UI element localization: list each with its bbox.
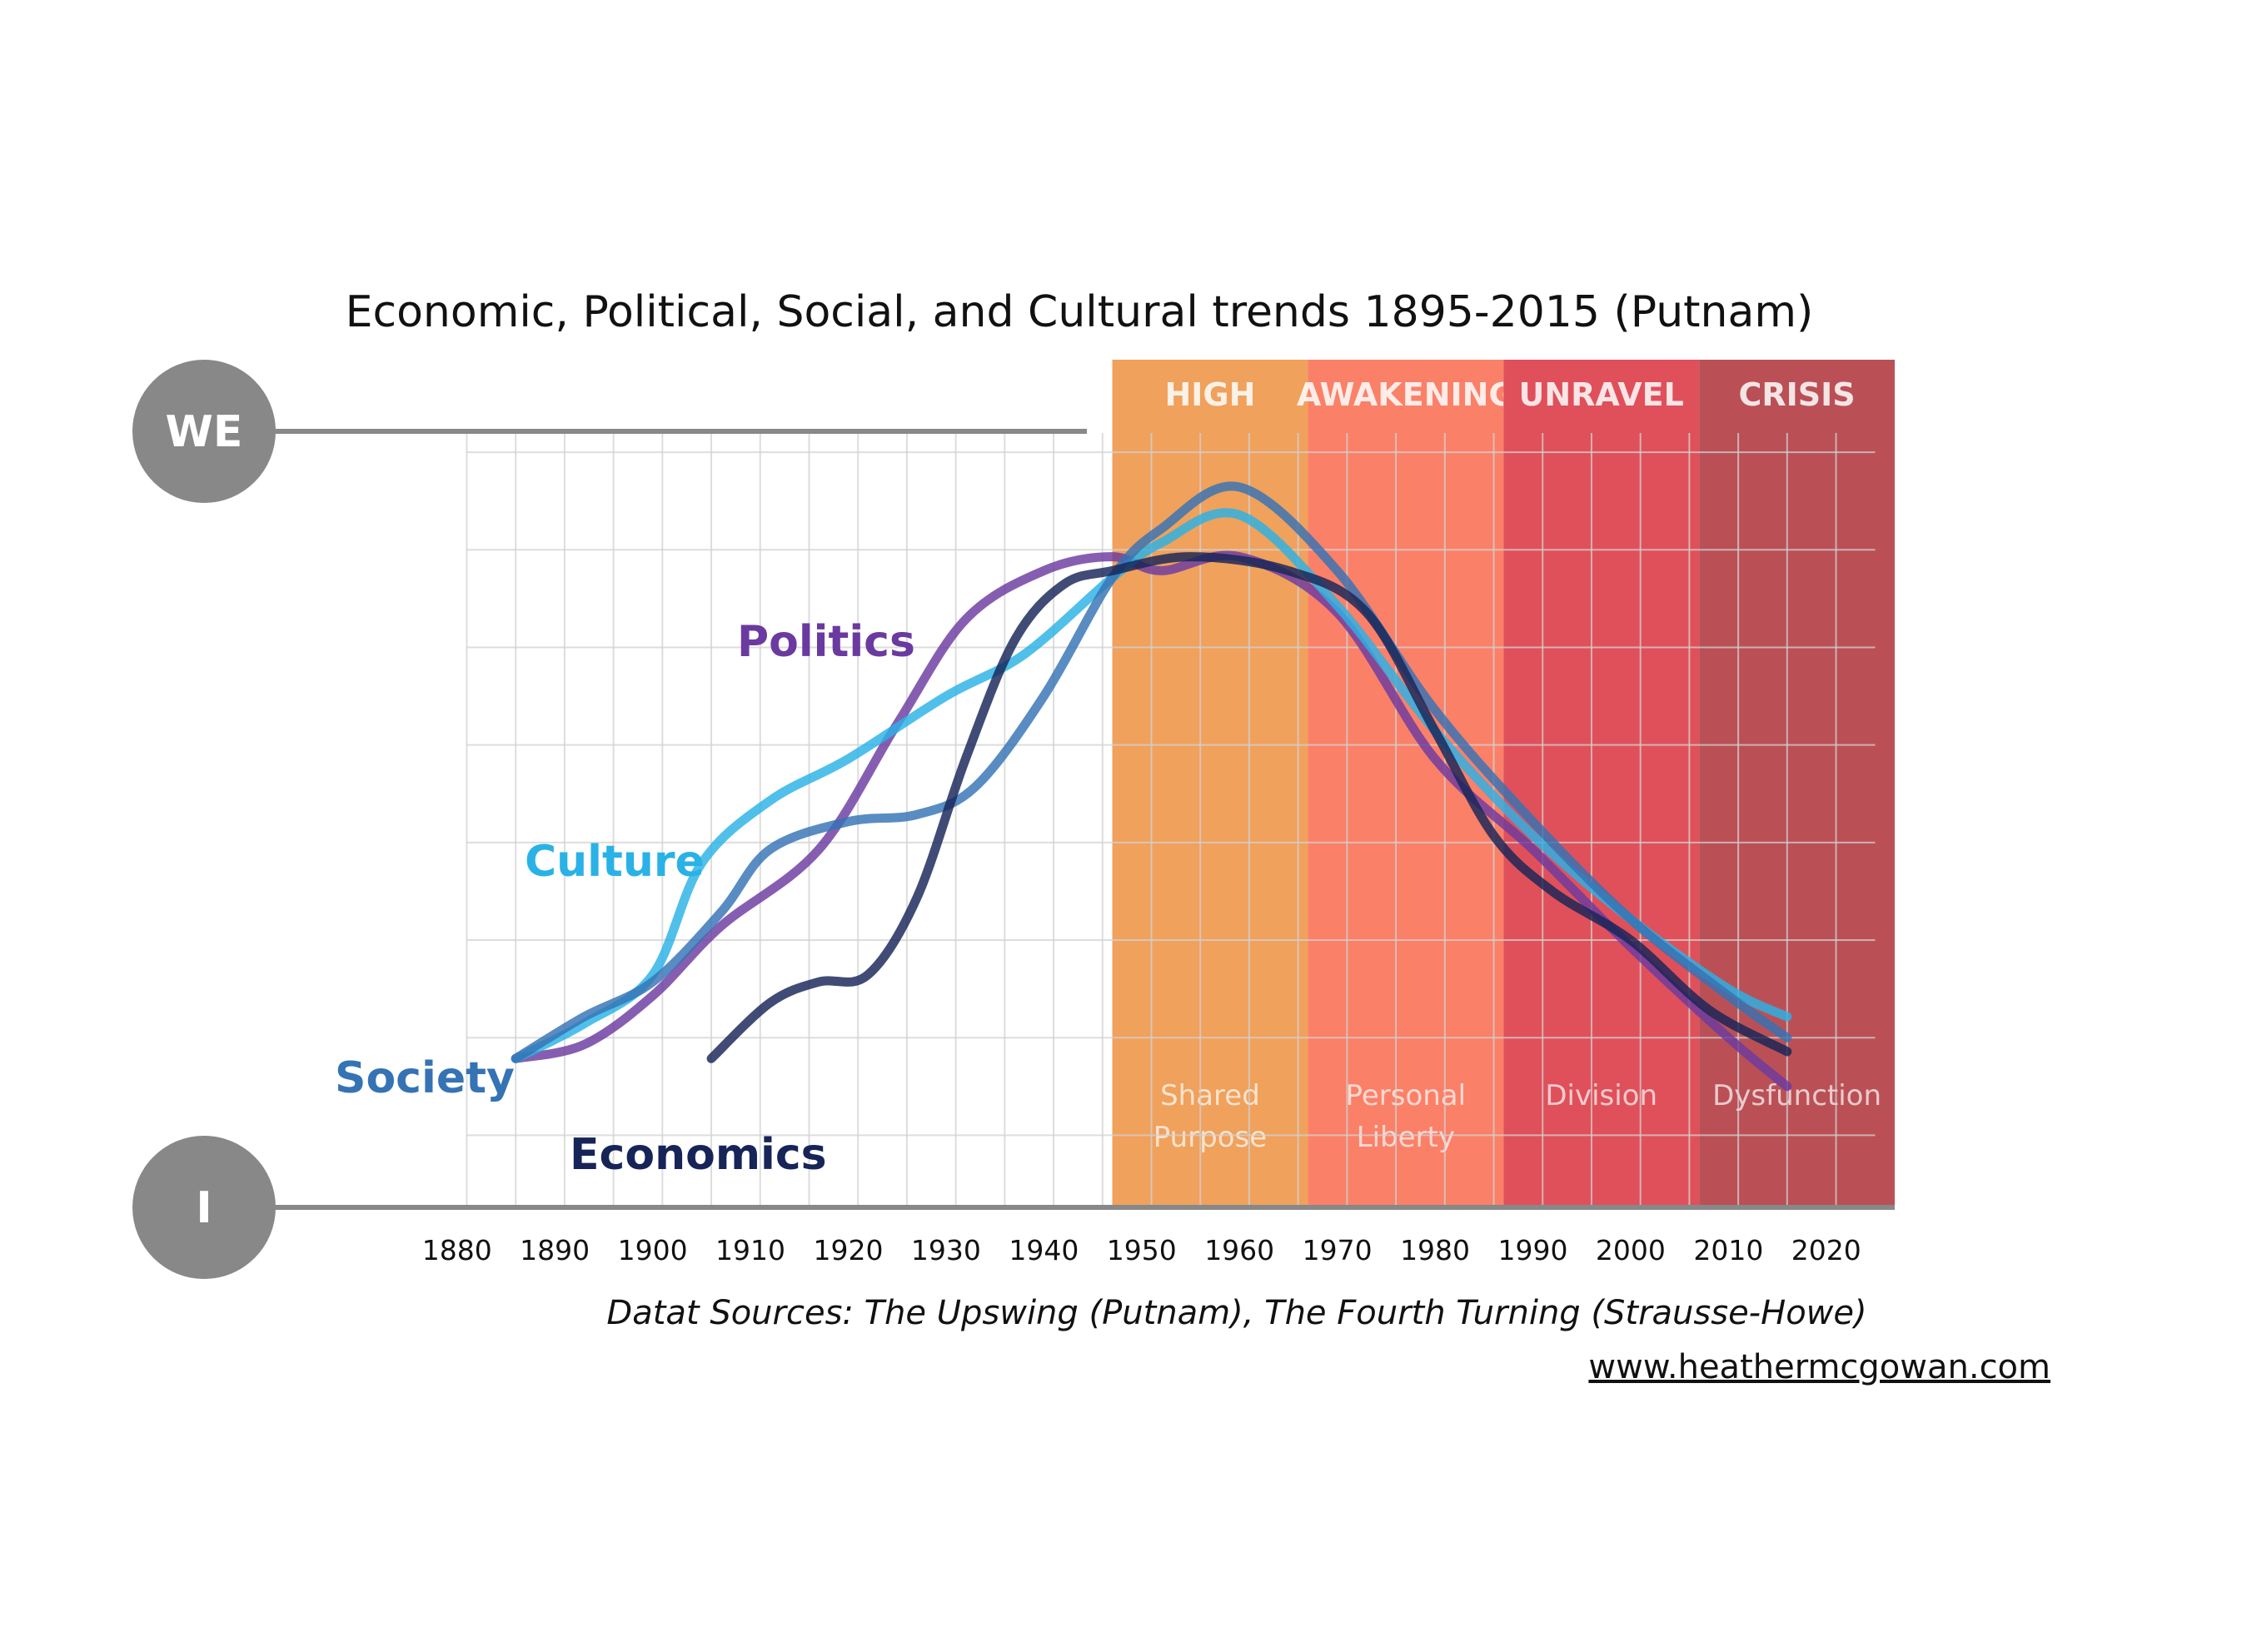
era-label-high: HIGH — [1164, 376, 1255, 413]
era-label-crisis: CRISIS — [1738, 376, 1855, 413]
x-tick-label: 1990 — [1498, 1234, 1568, 1266]
series-line-society — [511, 481, 1792, 1063]
era-bands: HIGH Shared Purpose AWAKENING Personal Libert… — [1112, 360, 1895, 1207]
series-line-economics — [706, 552, 1792, 1063]
x-tick-label: 1910 — [715, 1234, 785, 1266]
x-tick-label: 1940 — [1009, 1234, 1079, 1266]
series-line-politics — [511, 550, 1792, 1092]
x-tick-label: 1900 — [618, 1234, 688, 1266]
era-subtitle-awakening-0: Personal — [1346, 1079, 1467, 1112]
i-circle — [132, 1136, 276, 1279]
we-circle — [132, 360, 276, 503]
era-subtitle-crisis-0: Dysfunction — [1712, 1079, 1881, 1112]
x-tick-label: 1970 — [1303, 1234, 1373, 1266]
x-tick-label: 2020 — [1791, 1234, 1861, 1266]
x-tick-label: 2000 — [1596, 1234, 1666, 1266]
era-subtitle-awakening-1: Liberty — [1357, 1121, 1455, 1154]
era-subtitle-high-0: Shared — [1160, 1079, 1260, 1112]
series-lines — [511, 481, 1792, 1092]
x-axis-ticks: 1880 1890 1900 1910 1920 1930 1940 1950 1960 1970… — [422, 1234, 1861, 1266]
series-label-economics: Economics — [570, 1130, 827, 1180]
x-tick-label: 1920 — [813, 1234, 883, 1266]
x-tick-label: 1880 — [422, 1234, 492, 1266]
x-tick-label: 1930 — [911, 1234, 981, 1266]
data-source-note: Datat Sources: The Upswing (Putnam), The… — [606, 1294, 1866, 1332]
x-tick-label: 1980 — [1400, 1234, 1470, 1266]
x-tick-label: 1950 — [1107, 1234, 1177, 1266]
series-label-society: Society — [335, 1053, 515, 1103]
era-subtitle-unravel-0: Division — [1545, 1079, 1657, 1112]
era-label-unravel: UNRAVEL — [1519, 376, 1684, 413]
x-tick-label: 1960 — [1204, 1234, 1274, 1266]
i-label: I — [196, 1183, 212, 1233]
era-band-crisis — [1699, 360, 1895, 1207]
we-label: WE — [166, 407, 243, 457]
x-tick-label: 1890 — [520, 1234, 590, 1266]
series-label-culture: Culture — [525, 837, 705, 887]
era-band-unravel — [1503, 360, 1700, 1207]
era-band-high — [1112, 360, 1308, 1207]
chart-title: Economic, Political, Social, and Cultura… — [346, 287, 1814, 337]
era-subtitle-high-1: Purpose — [1153, 1121, 1267, 1154]
x-tick-label: 2010 — [1693, 1234, 1763, 1266]
website-link[interactable]: www.heathermcgowan.com — [1588, 1348, 2050, 1386]
series-label-politics: Politics — [737, 617, 915, 667]
era-band-awakening — [1308, 360, 1504, 1207]
era-label-awakening: AWAKENING — [1297, 376, 1515, 413]
